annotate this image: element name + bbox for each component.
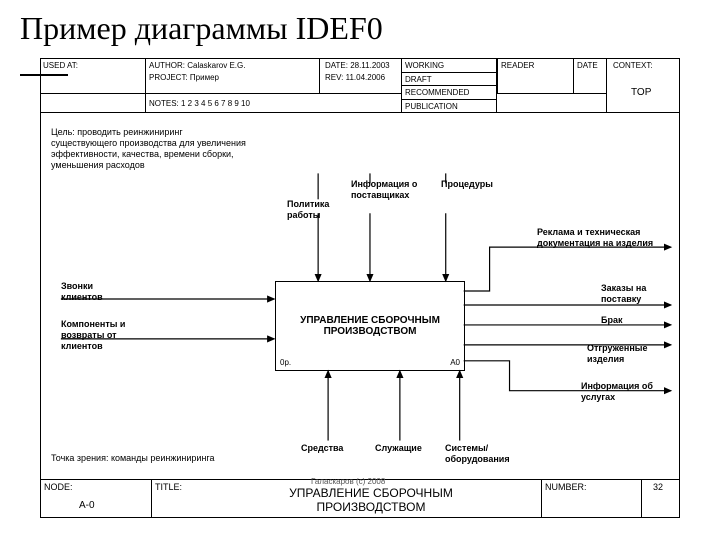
activity-box-label: УПРАВЛЕНИЕ СБОРОЧНЫМ ПРОИЗВОДСТВОМ xyxy=(280,315,460,337)
hdr-reader: READER xyxy=(501,61,534,70)
output-label-0: Реклама и техническая документация на из… xyxy=(537,227,677,249)
control-label-1: Информация о поставщиках xyxy=(351,179,431,201)
hdr-project: PROJECT: Пример xyxy=(149,73,219,82)
status-draft: DRAFT xyxy=(402,73,496,87)
ft-title-lbl: TITLE: xyxy=(155,482,182,492)
hdr-author: AUTHOR: Calaskarov E.G. xyxy=(149,61,245,70)
output-label-1: Заказы на поставку xyxy=(601,283,681,305)
ft-title-val: УПРАВЛЕНИЕ СБОРОЧНЫМ ПРОИЗВОДСТВОМ xyxy=(241,486,501,514)
purpose-text: Цель: проводить реинжиниринг существующе… xyxy=(51,127,251,171)
hdr-used-at: USED AT: xyxy=(43,61,143,70)
hdr-status-col: WORKING DRAFT RECOMMENDED PUBLICATION xyxy=(401,59,497,113)
hdr-date: DATE: 28.11.2003 xyxy=(325,61,390,70)
hdr-date2: DATE xyxy=(577,61,598,70)
hdr-notes: NOTES: 1 2 3 4 5 6 7 8 9 10 xyxy=(149,99,250,108)
idef0-frame: USED AT: AUTHOR: Calaskarov E.G. PROJECT… xyxy=(40,58,680,518)
status-working: WORKING xyxy=(402,59,496,73)
activity-box-a0: УПРАВЛЕНИЕ СБОРОЧНЫМ ПРОИЗВОДСТВОМ 0р. A… xyxy=(275,281,465,371)
input-label-1: Компоненты и возвраты от клиентов xyxy=(61,319,151,352)
idef0-canvas: Цель: проводить реинжиниринг существующе… xyxy=(41,113,679,481)
output-label-2: Брак xyxy=(601,315,681,326)
copyright: Галаскаров (с) 2008 xyxy=(311,477,385,486)
slide-title: Пример диаграммы IDEF0 xyxy=(20,10,700,47)
input-label-0: Звонки клиентов xyxy=(61,281,131,303)
hdr-top: TOP xyxy=(631,87,651,98)
mech-label-0: Средства xyxy=(301,443,371,454)
box-corner-0p: 0р. xyxy=(280,357,291,368)
mech-label-1: Служащие xyxy=(375,443,445,454)
status-publication: PUBLICATION xyxy=(402,100,496,114)
idef0-header: USED AT: AUTHOR: Calaskarov E.G. PROJECT… xyxy=(41,59,679,113)
output-label-4: Информация об услугах xyxy=(581,381,681,403)
ft-node-lbl: NODE: xyxy=(44,482,73,492)
idef0-footer: NODE: A-0 TITLE: УПРАВЛЕНИЕ СБОРОЧНЫМ ПР… xyxy=(41,479,679,517)
ft-number-lbl: NUMBER: xyxy=(545,482,587,492)
control-label-2: Процедуры xyxy=(441,179,521,190)
output-label-3: Отгруженные изделия xyxy=(587,343,677,365)
viewpoint-text: Точка зрения: команды реинжиниринга xyxy=(51,453,271,464)
mech-label-2: Системы/ оборудования xyxy=(445,443,535,465)
hdr-context: CONTEXT: xyxy=(613,61,653,70)
ft-node-val: A-0 xyxy=(79,500,95,511)
control-label-0: Политика работы xyxy=(287,199,347,221)
box-corner-a0: A0 xyxy=(450,357,460,368)
hdr-rev: REV: 11.04.2006 xyxy=(325,73,385,82)
status-recommended: RECOMMENDED xyxy=(402,86,496,100)
ft-page: 32 xyxy=(653,482,663,492)
